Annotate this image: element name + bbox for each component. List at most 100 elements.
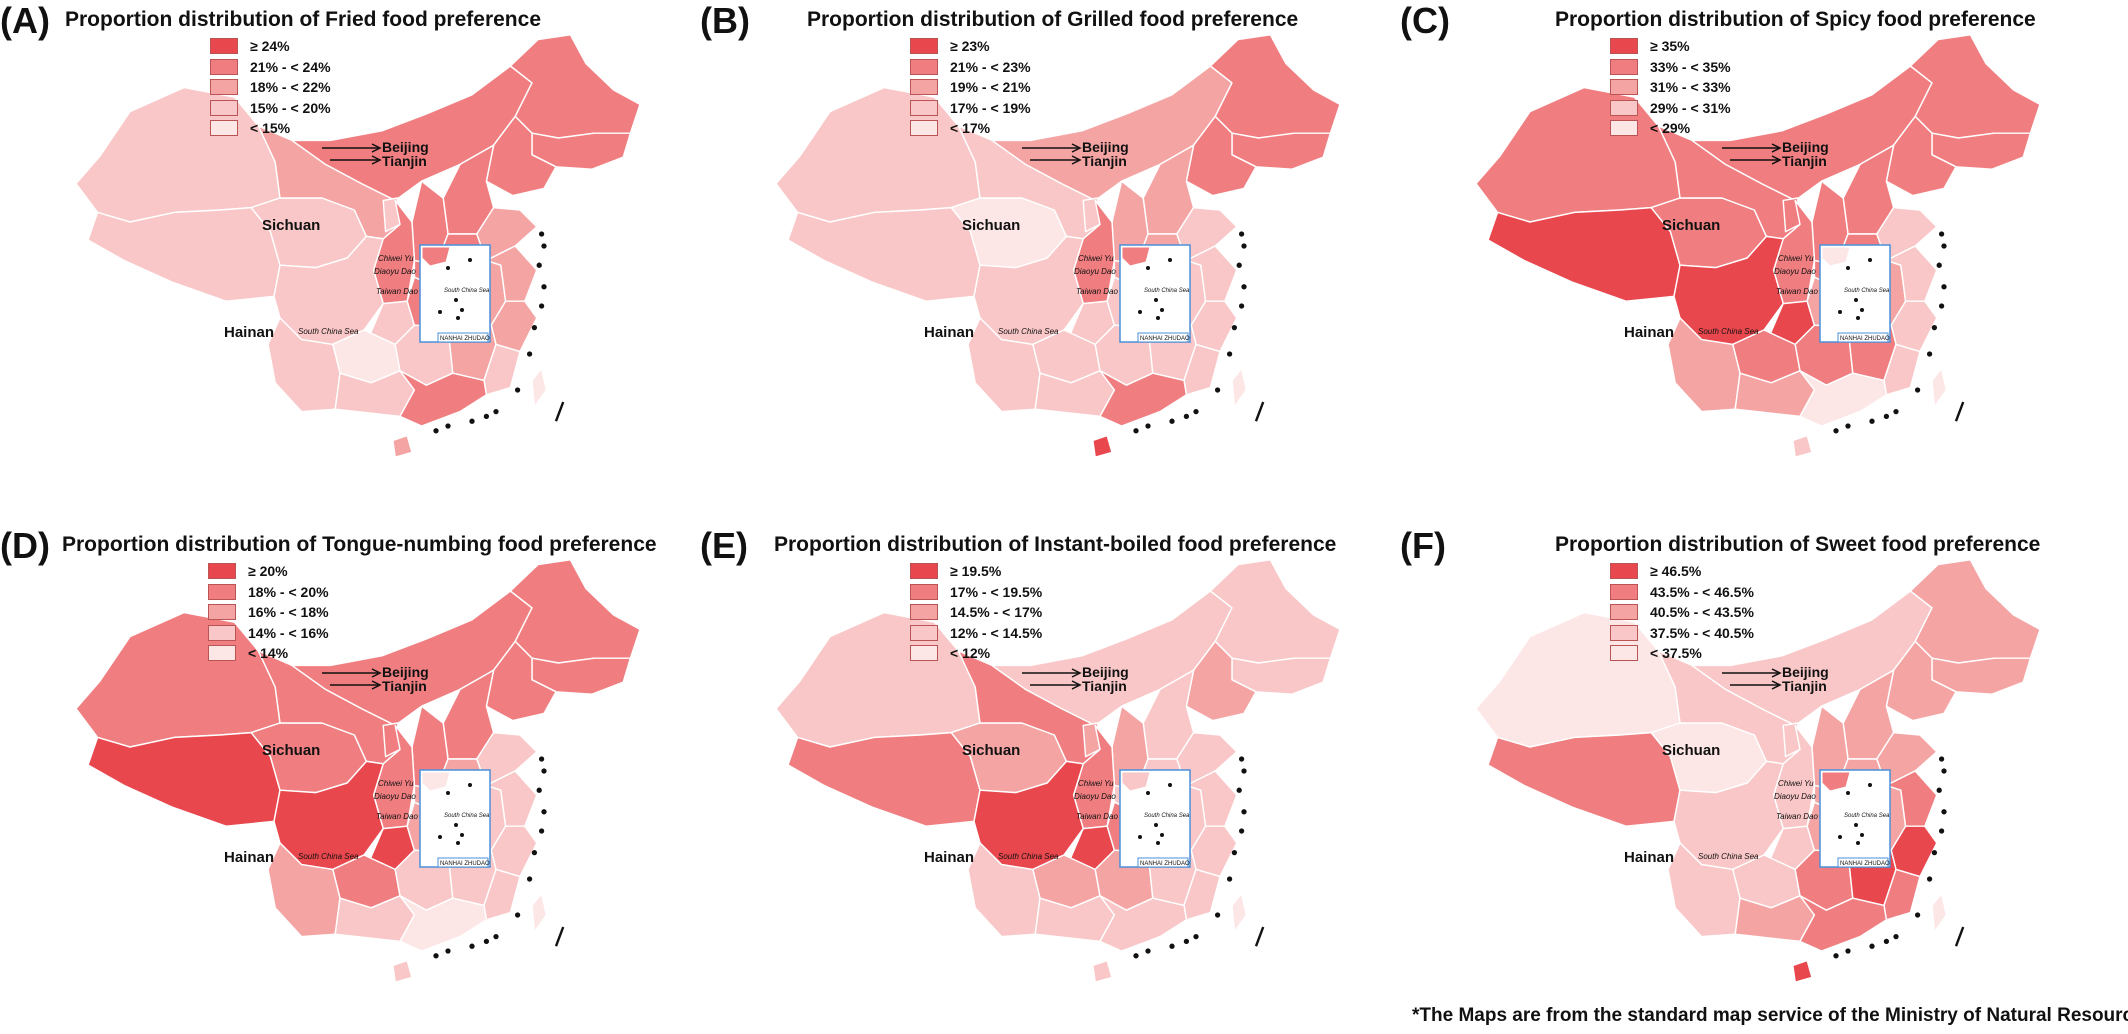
inset-island — [1856, 316, 1860, 320]
panel-title: Proportion distribution of Spicy food pr… — [1555, 8, 2036, 31]
label-chiwei-yu: Chiwei Yu — [1778, 254, 1814, 263]
legend-label: 21% - < 23% — [950, 58, 1031, 75]
legend-swatch — [208, 583, 236, 600]
province-fujian — [1883, 868, 1921, 921]
coast-island — [1231, 324, 1238, 331]
label-tianjin: Tianjin — [1082, 153, 1127, 169]
inset-island — [460, 833, 464, 837]
province-fujian — [483, 343, 521, 396]
legend-label: < 37.5% — [1650, 645, 1702, 662]
inset-island — [456, 316, 460, 320]
legend-item: ≥ 24% — [210, 36, 331, 57]
label-south-china-sea: South China Sea — [1698, 327, 1759, 336]
coast-island — [541, 809, 547, 815]
label-taiwan-dao: Taiwan Dao — [376, 287, 419, 296]
coast-island — [1193, 933, 1199, 940]
province-guangdong — [1799, 370, 1888, 427]
legend-label: 33% - < 35% — [1650, 58, 1731, 75]
inset-island — [1168, 783, 1172, 787]
legend-item: ≥ 35% — [1610, 36, 1731, 57]
coast-island — [526, 351, 533, 357]
inset-island — [468, 258, 472, 262]
label-tianjin: Tianjin — [382, 153, 427, 169]
label-diaoyu-dao: Diaoyu Dao — [1074, 792, 1116, 801]
coast-island — [1845, 423, 1851, 429]
legend-label: < 17% — [950, 120, 991, 137]
province-guangdong — [399, 370, 488, 427]
label-taiwan-dao: Taiwan Dao — [1776, 812, 1819, 821]
coast-island — [538, 231, 545, 237]
inset-mainland — [1121, 246, 1151, 267]
panel-title: Proportion distribution of Tongue-numbin… — [62, 533, 657, 556]
label-taiwan-dao: Taiwan Dao — [376, 812, 419, 821]
legend-item: 43.5% - < 46.5% — [1610, 582, 1754, 603]
province-heilongjiang — [1209, 559, 1341, 664]
inset-caption-box — [1137, 332, 1189, 343]
label-south-china-sea: South China Sea — [298, 327, 359, 336]
label-sichuan: Sichuan — [1662, 742, 1720, 759]
label-beijing: Beijing — [382, 664, 429, 680]
legend-item: 18% - < 20% — [208, 582, 329, 603]
coast-island — [1145, 948, 1151, 954]
arrowhead-tianjin — [1071, 155, 1082, 165]
legend-label: 16% - < 18% — [248, 604, 329, 621]
legend-swatch — [1610, 58, 1638, 75]
coast-island — [1941, 284, 1947, 290]
legend-swatch — [910, 38, 938, 55]
label-beijing: Beijing — [1082, 139, 1129, 155]
legend-item: < 17% — [910, 118, 1031, 139]
panel-letter: (B) — [700, 0, 750, 41]
legend-swatch — [1610, 645, 1638, 662]
coast-island — [531, 324, 538, 331]
inset-island — [1160, 308, 1164, 312]
map-panel: (A) Proportion distribution of Fried food… — [0, 0, 700, 470]
legend-item: 15% - < 20% — [210, 98, 331, 119]
legend-item: 18% - < 22% — [210, 77, 331, 98]
inset-island — [1146, 791, 1150, 795]
nanhai-inset: South China Sea NANHAI ZHUDAO — [1819, 244, 1891, 343]
coast-island — [1869, 943, 1875, 949]
coast-island — [514, 387, 521, 393]
coast-island — [526, 876, 533, 882]
coast-island — [1833, 428, 1839, 434]
legend-item: 17% - < 19.5% — [910, 582, 1042, 603]
coast-island — [1941, 243, 1947, 249]
legend-item: 31% - < 33% — [1610, 77, 1731, 98]
label-taiwan-dao: Taiwan Dao — [1776, 287, 1819, 296]
inset-island — [1846, 266, 1850, 270]
province-taiwan — [1231, 367, 1248, 408]
inset-island — [1146, 266, 1150, 270]
legend: ≥ 46.5% 43.5% - < 46.5% 40.5% - < 43.5% 37.… — [1610, 561, 1754, 664]
legend-label: 18% - < 22% — [250, 79, 331, 96]
nanhai-inset: South China Sea NANHAI ZHUDAO — [419, 244, 491, 343]
legend-label: 29% - < 31% — [1650, 99, 1731, 116]
footnote: *The Maps are from the standard map serv… — [1412, 1005, 2128, 1026]
arrowhead-tianjin — [371, 680, 382, 690]
inset-island — [1860, 308, 1864, 312]
label-hainan: Hainan — [1624, 849, 1674, 866]
province-taiwan — [1931, 892, 1948, 933]
inset-sea-label: South China Sea — [1844, 813, 1890, 819]
legend-swatch — [910, 79, 938, 96]
label-sichuan: Sichuan — [262, 742, 320, 759]
inset-island — [454, 298, 458, 302]
arrowhead-tianjin — [1771, 680, 1782, 690]
legend-label: ≥ 46.5% — [1650, 563, 1702, 580]
coast-island — [1926, 876, 1933, 882]
legend-label: 18% - < 20% — [248, 583, 329, 600]
panel-letter: (A) — [0, 0, 50, 41]
inset-island — [1868, 258, 1872, 262]
province-fujian — [1883, 343, 1921, 396]
legend-label: 14% - < 16% — [248, 624, 329, 641]
inset-island — [454, 823, 458, 827]
coast-island — [538, 303, 545, 309]
province-hainan — [1092, 434, 1113, 458]
province-guangdong — [1799, 895, 1888, 952]
coast-island — [1931, 324, 1938, 331]
inset-sea-label: South China Sea — [444, 288, 490, 294]
arrowhead-beijing — [1071, 668, 1082, 678]
